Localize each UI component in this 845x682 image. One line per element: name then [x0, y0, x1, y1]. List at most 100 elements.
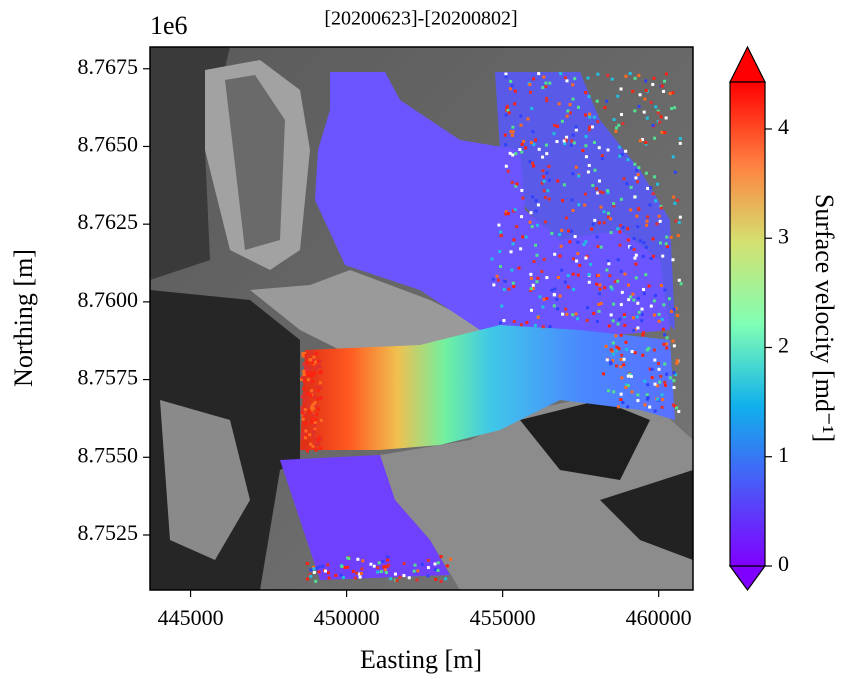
speckle	[302, 387, 305, 390]
speckle	[334, 574, 337, 577]
speckle	[652, 77, 655, 80]
speckle	[592, 223, 595, 226]
x-axis-label: Easting [m]	[360, 645, 482, 674]
speckle	[434, 578, 437, 581]
y-tick-label: 8.7550	[78, 442, 139, 467]
speckle	[593, 219, 596, 222]
speckle	[560, 245, 563, 248]
speckle	[596, 235, 599, 238]
speckle	[510, 269, 513, 272]
speckle	[584, 91, 587, 94]
speckle	[312, 356, 315, 359]
speckle	[567, 229, 570, 232]
speckle	[588, 116, 591, 119]
speckle	[531, 162, 534, 165]
speckle	[559, 255, 562, 258]
speckle	[545, 99, 548, 102]
speckle	[342, 576, 345, 579]
speckle	[665, 347, 668, 350]
speckle	[553, 304, 556, 307]
speckle	[402, 574, 405, 577]
speckle	[660, 284, 663, 287]
speckle	[302, 373, 305, 376]
speckle	[665, 72, 668, 75]
x-tick-label: 455000	[470, 605, 536, 630]
speckle	[675, 362, 678, 365]
speckle	[673, 308, 676, 311]
speckle	[513, 320, 516, 323]
speckle	[512, 130, 515, 133]
speckle	[598, 310, 601, 313]
speckle	[384, 568, 387, 571]
speckle	[661, 393, 664, 396]
speckle	[491, 258, 494, 261]
speckle	[532, 284, 535, 287]
speckle	[535, 199, 538, 202]
speckle	[653, 299, 656, 302]
speckle	[588, 281, 591, 284]
speckle	[565, 79, 568, 82]
speckle	[637, 166, 640, 169]
speckle	[526, 117, 529, 120]
speckle	[538, 148, 541, 151]
speckle	[640, 308, 643, 311]
speckle	[518, 267, 521, 270]
speckle	[643, 111, 646, 114]
speckle	[602, 210, 605, 213]
speckle	[673, 344, 676, 347]
speckle	[309, 394, 312, 397]
speckle	[545, 276, 548, 279]
speckle	[663, 80, 666, 83]
speckle	[589, 263, 592, 266]
speckle	[621, 291, 624, 294]
speckle	[343, 566, 346, 569]
speckle	[649, 186, 652, 189]
speckle	[499, 321, 502, 324]
speckle	[662, 303, 665, 306]
speckle	[303, 392, 306, 395]
colorbar-label: Surface velocity [md⁻¹]	[810, 194, 839, 442]
speckle	[584, 144, 587, 147]
speckle	[511, 126, 514, 129]
speckle	[614, 334, 617, 337]
speckle	[629, 208, 632, 211]
speckle	[672, 196, 675, 199]
speckle	[629, 295, 632, 298]
speckle	[373, 565, 376, 568]
speckle	[631, 350, 634, 353]
speckle	[646, 187, 649, 190]
speckle	[536, 224, 539, 227]
speckle	[600, 246, 603, 249]
speckle	[665, 373, 668, 376]
speckle	[607, 148, 610, 151]
speckle	[505, 75, 508, 78]
speckle	[565, 313, 568, 316]
speckle	[315, 352, 318, 355]
speckle	[619, 365, 622, 368]
speckle	[567, 286, 570, 289]
speckle	[599, 190, 602, 193]
speckle	[534, 138, 537, 141]
speckle	[382, 565, 385, 568]
speckle	[620, 376, 623, 379]
speckle	[635, 169, 638, 172]
speckle	[641, 354, 644, 357]
speckle	[654, 105, 657, 108]
speckle	[512, 285, 515, 288]
speckle	[304, 422, 307, 425]
speckle	[534, 324, 537, 327]
speckle	[675, 406, 678, 409]
speckle	[636, 180, 639, 183]
speckle	[676, 359, 679, 362]
speckle	[591, 184, 594, 187]
speckle	[627, 238, 630, 241]
speckle	[605, 345, 608, 348]
speckle	[601, 154, 604, 157]
speckle	[567, 274, 570, 277]
speckle	[541, 86, 544, 89]
speckle	[618, 146, 621, 149]
speckle	[672, 371, 675, 374]
speckle	[575, 126, 578, 129]
map-image	[150, 47, 693, 590]
speckle	[520, 323, 523, 326]
